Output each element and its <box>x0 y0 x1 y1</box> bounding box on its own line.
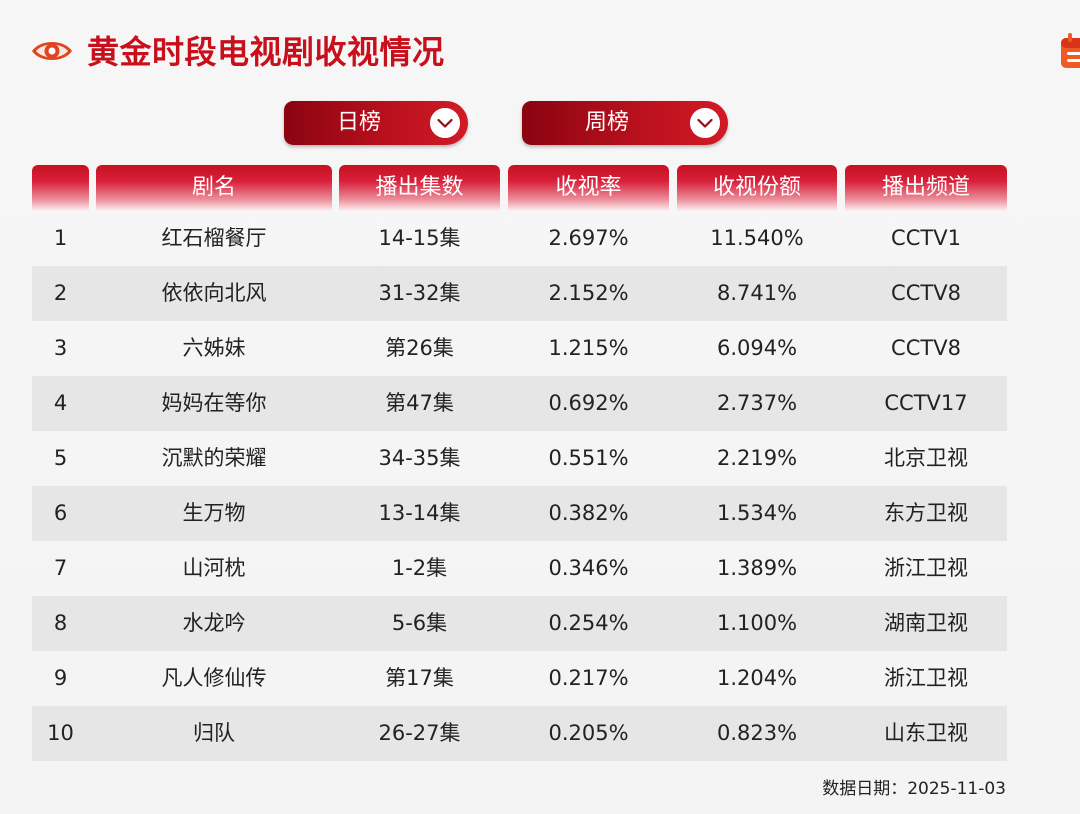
cell-title: 归队 <box>193 721 235 745</box>
cell-share: 1.389% <box>716 556 798 580</box>
chevron-down-icon <box>690 108 720 138</box>
cell-channel: CCTV8 <box>891 281 961 305</box>
data-date: 数据日期：2025-11-03 <box>822 779 1006 799</box>
cell-share: 1.100% <box>716 611 798 635</box>
column-header-rating: 收视率 <box>508 165 669 211</box>
cell-channel: 山东卫视 <box>884 721 968 745</box>
cell-rating: 0.217% <box>548 666 629 690</box>
table-row[interactable]: 1 红石榴餐厅 14-15集 2.697% 11.540% CCTV1 <box>32 211 1007 266</box>
cell-episodes: 第26集 <box>385 336 454 360</box>
cell-rating: 0.551% <box>548 446 629 470</box>
cell-episodes: 26-27集 <box>378 721 461 745</box>
column-header-episodes: 播出集数 <box>339 165 500 211</box>
cell-title: 水龙吟 <box>182 611 246 635</box>
cell-episodes: 5-6集 <box>391 611 448 635</box>
cell-share: 8.741% <box>716 281 798 305</box>
column-header-rank <box>32 165 89 211</box>
cell-share: 1.534% <box>716 501 798 525</box>
cell-episodes: 1-2集 <box>391 556 448 580</box>
daily-ranking-dropdown[interactable]: 日榜 <box>284 101 468 145</box>
cell-title: 红石榴餐厅 <box>161 226 267 250</box>
cell-episodes: 31-32集 <box>378 281 461 305</box>
table-header: 剧名 播出集数 收视率 收视份额 播出频道 <box>32 165 1007 211</box>
table-row[interactable]: 2 依依向北风 31-32集 2.152% 8.741% CCTV8 <box>32 266 1007 321</box>
cell-rating: 1.215% <box>548 336 629 360</box>
cell-title: 沉默的荣耀 <box>161 446 267 470</box>
weekly-ranking-label: 周榜 <box>584 110 629 135</box>
cell-channel: 湖南卫视 <box>884 611 968 635</box>
weekly-ranking-dropdown[interactable]: 周榜 <box>522 101 728 145</box>
cell-rank: 9 <box>53 666 68 690</box>
cell-rank: 1 <box>53 226 68 250</box>
cell-rating: 0.382% <box>548 501 629 525</box>
cell-rank: 3 <box>53 336 68 360</box>
cell-title: 凡人修仙传 <box>161 666 267 690</box>
page-title: 黄金时段电视剧收视情况 <box>87 33 445 71</box>
table-row[interactable]: 7 山河枕 1-2集 0.346% 1.389% 浙江卫视 <box>32 541 1007 596</box>
chevron-down-icon <box>430 108 460 138</box>
cell-episodes: 13-14集 <box>378 501 461 525</box>
column-header-channel: 播出频道 <box>845 165 1007 211</box>
cell-rank: 2 <box>53 281 68 305</box>
cell-title: 妈妈在等你 <box>161 391 267 415</box>
cell-episodes: 第47集 <box>385 391 454 415</box>
cell-channel: 浙江卫视 <box>884 556 968 580</box>
cell-channel: CCTV17 <box>884 391 968 415</box>
cell-rating: 0.254% <box>548 611 629 635</box>
cell-episodes: 34-35集 <box>378 446 461 470</box>
column-header-title: 剧名 <box>96 165 332 211</box>
cell-rank: 7 <box>53 556 68 580</box>
cell-channel: CCTV8 <box>891 336 961 360</box>
cell-rating: 2.152% <box>548 281 629 305</box>
cell-channel: 东方卫视 <box>884 501 968 525</box>
column-header-share: 收视份额 <box>677 165 837 211</box>
cell-share: 2.737% <box>716 391 798 415</box>
table-row[interactable]: 3 六姊妹 第26集 1.215% 6.094% CCTV8 <box>32 321 1007 376</box>
cell-title: 山河枕 <box>182 556 246 580</box>
cell-title: 依依向北风 <box>161 281 267 305</box>
cell-rank: 4 <box>53 391 68 415</box>
table-row[interactable]: 10 归队 26-27集 0.205% 0.823% 山东卫视 <box>32 706 1007 761</box>
cell-rating: 0.692% <box>548 391 629 415</box>
table-row[interactable]: 5 沉默的荣耀 34-35集 0.551% 2.219% 北京卫视 <box>32 431 1007 486</box>
cell-episodes: 第17集 <box>385 666 454 690</box>
table-row[interactable]: 4 妈妈在等你 第47集 0.692% 2.737% CCTV17 <box>32 376 1007 431</box>
cell-rank: 6 <box>53 501 68 525</box>
daily-ranking-label: 日榜 <box>336 110 381 135</box>
cell-share: 11.540% <box>710 226 804 250</box>
cell-rating: 0.205% <box>548 721 629 745</box>
cell-title: 生万物 <box>182 501 246 525</box>
ratings-table: 剧名 播出集数 收视率 收视份额 播出频道 1 红石榴餐厅 14-15集 2.697%… <box>32 165 1007 761</box>
cell-share: 2.219% <box>716 446 798 470</box>
table-row[interactable]: 8 水龙吟 5-6集 0.254% 1.100% 湖南卫视 <box>32 596 1007 651</box>
cell-share: 1.204% <box>716 666 798 690</box>
cell-channel: CCTV1 <box>891 226 961 250</box>
cell-rating: 2.697% <box>548 226 629 250</box>
cell-rank: 5 <box>53 446 68 470</box>
cell-share: 0.823% <box>716 721 798 745</box>
table-row[interactable]: 9 凡人修仙传 第17集 0.217% 1.204% 浙江卫视 <box>32 651 1007 706</box>
cell-rank: 10 <box>47 721 74 745</box>
cell-rank: 8 <box>53 611 68 635</box>
cell-channel: 北京卫视 <box>884 446 968 470</box>
calendar-icon[interactable] <box>1060 32 1080 70</box>
cell-rating: 0.346% <box>548 556 629 580</box>
cell-channel: 浙江卫视 <box>884 666 968 690</box>
cell-title: 六姊妹 <box>182 336 246 360</box>
cell-share: 6.094% <box>716 336 798 360</box>
eye-icon <box>32 42 72 60</box>
table-row[interactable]: 6 生万物 13-14集 0.382% 1.534% 东方卫视 <box>32 486 1007 541</box>
cell-episodes: 14-15集 <box>378 226 461 250</box>
